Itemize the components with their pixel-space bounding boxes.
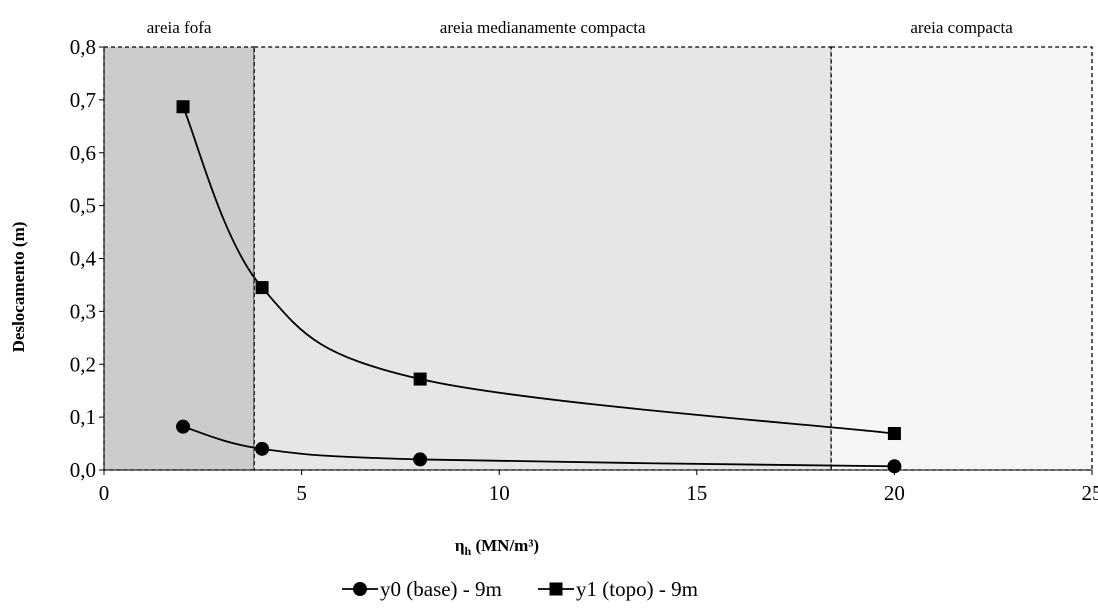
legend-label-1: y0 (base) - 9m xyxy=(380,577,502,601)
data-point-series-1 xyxy=(413,452,428,467)
region-label-1: areia fofa xyxy=(147,18,212,37)
legend: y0 (base) - 9m y1 (topo) - 9m xyxy=(342,577,698,601)
region-bands xyxy=(103,46,1093,471)
y-tick-label: 0,3 xyxy=(70,299,96,323)
x-tick-label: 0 xyxy=(99,481,110,505)
y-tick-label: 0,1 xyxy=(70,405,96,429)
region-band-3 xyxy=(830,46,1093,471)
data-point-series-2 xyxy=(255,281,269,295)
y-tick-label: 0,0 xyxy=(70,458,96,482)
region-label-2: areia medianamente compacta xyxy=(440,18,646,37)
legend-marker-1 xyxy=(353,582,367,596)
data-point-series-1 xyxy=(176,419,191,434)
data-point-series-1 xyxy=(887,459,902,474)
series-group xyxy=(176,100,902,474)
series-line-1 xyxy=(182,425,895,468)
x-tick-label: 5 xyxy=(296,481,307,505)
x-axis-label-unit: (MN/m³) xyxy=(471,536,539,555)
x-tick-label: 20 xyxy=(884,481,905,505)
region-label-3: areia compacta xyxy=(910,18,1013,37)
data-point-series-2 xyxy=(887,427,901,441)
series-line-2 xyxy=(182,106,895,435)
y-tick-label: 0,5 xyxy=(70,194,96,218)
y-tick-label: 0,6 xyxy=(70,141,96,165)
x-axis-label-subscript: h xyxy=(465,544,472,558)
x-axis-label-symbol: η xyxy=(455,536,465,555)
axis-labels: Deslocamento (m) ηh (MN/m³) xyxy=(9,222,539,558)
x-tick-label: 10 xyxy=(489,481,510,505)
y-tick-label: 0,8 xyxy=(70,35,96,59)
region-labels: areia fofa areia medianamente compacta are… xyxy=(147,18,1013,37)
data-point-series-1 xyxy=(255,441,270,456)
x-tick-label: 25 xyxy=(1082,481,1098,505)
data-point-series-2 xyxy=(413,372,427,386)
y-tick-label: 0,4 xyxy=(70,247,97,271)
legend-marker-2 xyxy=(549,582,563,596)
y-tick-label: 0,7 xyxy=(70,88,96,112)
y-tick-label: 0,2 xyxy=(70,352,96,376)
y-axis-label: Deslocamento (m) xyxy=(9,222,28,353)
region-band-1 xyxy=(103,46,255,471)
data-point-series-2 xyxy=(176,100,190,114)
region-band-2 xyxy=(253,46,832,471)
legend-label-2: y1 (topo) - 9m xyxy=(576,577,698,601)
axes: 0,0 0,1 0,2 0,3 0,4 0,5 0,6 0,7 0,8 0 5 10 15 20 25 xyxy=(70,35,1098,505)
x-axis-label: ηh (MN/m³) xyxy=(455,536,539,558)
x-tick-label: 15 xyxy=(686,481,707,505)
